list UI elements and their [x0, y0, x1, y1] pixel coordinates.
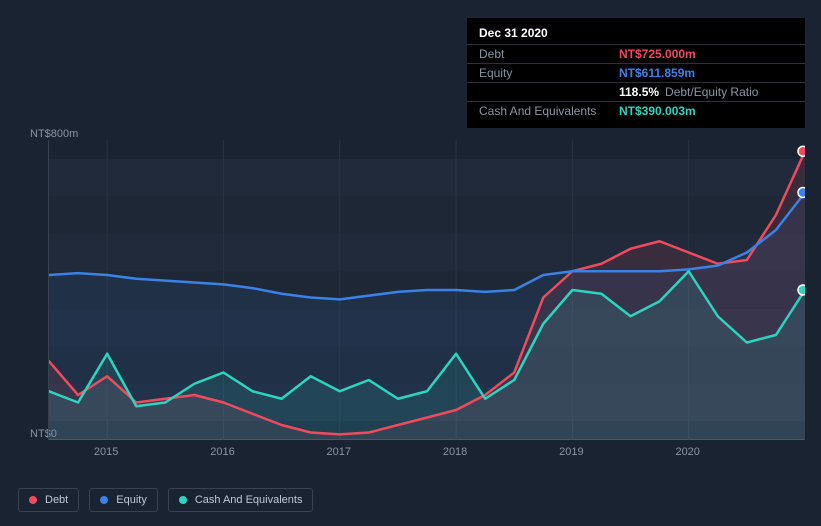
- x-axis-label: 2017: [327, 446, 351, 458]
- chart-container: NT$800m NT$0 2015 2016 2017 2018 2019 2020: [18, 122, 804, 502]
- legend-dot-icon: [29, 496, 37, 504]
- x-axis-label: 2016: [210, 446, 234, 458]
- x-axis-label: 2019: [559, 446, 583, 458]
- legend-item-equity[interactable]: Equity: [89, 488, 158, 512]
- end-marker-equity: [798, 188, 805, 198]
- tooltip-row: DebtNT$725.000m: [467, 44, 805, 63]
- tooltip-label: Equity: [479, 66, 619, 80]
- tooltip-label: [479, 85, 619, 99]
- legend-dot-icon: [179, 496, 187, 504]
- tooltip-row: 118.5% Debt/Equity Ratio: [467, 82, 805, 101]
- y-axis-label: NT$0: [30, 428, 48, 440]
- chart-tooltip: Dec 31 2020 DebtNT$725.000mEquityNT$611.…: [467, 18, 805, 128]
- x-axis-label: 2020: [675, 446, 699, 458]
- tooltip-date: Dec 31 2020: [467, 26, 805, 44]
- tooltip-row: Cash And EquivalentsNT$390.003m: [467, 101, 805, 120]
- legend-dot-icon: [100, 496, 108, 504]
- legend-item-cash-and-equivalents[interactable]: Cash And Equivalents: [168, 488, 314, 512]
- tooltip-value: NT$725.000m: [619, 47, 696, 61]
- end-marker-debt: [798, 146, 805, 156]
- legend-label: Debt: [45, 494, 68, 506]
- legend-label: Equity: [116, 494, 147, 506]
- tooltip-label: Cash And Equivalents: [479, 104, 619, 118]
- y-axis-label: NT$800m: [30, 128, 48, 140]
- x-axis-label: 2018: [443, 446, 467, 458]
- tooltip-value: NT$390.003m: [619, 104, 696, 118]
- end-marker-cash-and-equivalents: [798, 285, 805, 295]
- plot-area[interactable]: [48, 140, 804, 440]
- legend-item-debt[interactable]: Debt: [18, 488, 79, 512]
- tooltip-value: 118.5%: [619, 85, 659, 99]
- tooltip-value: NT$611.859m: [619, 66, 695, 80]
- tooltip-extra: Debt/Equity Ratio: [665, 85, 758, 99]
- grid-row: [49, 159, 805, 197]
- legend: Debt Equity Cash And Equivalents: [18, 488, 313, 512]
- legend-label: Cash And Equivalents: [195, 494, 303, 506]
- grid-row: [49, 196, 805, 234]
- tooltip-row: EquityNT$611.859m: [467, 63, 805, 82]
- tooltip-label: Debt: [479, 47, 619, 61]
- x-axis-label: 2015: [94, 446, 118, 458]
